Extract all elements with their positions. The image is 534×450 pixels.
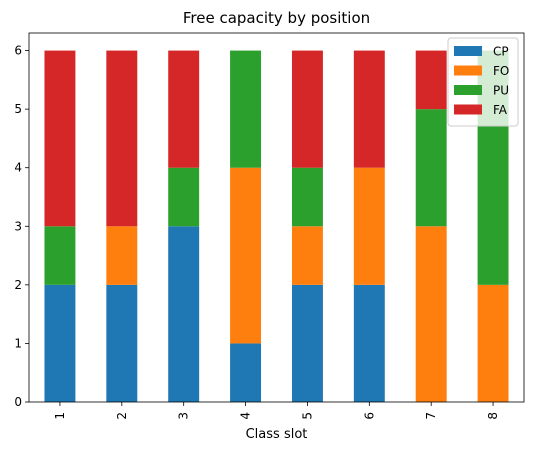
legend: CP FO PU FA: [447, 37, 519, 127]
legend-swatch-pu: [454, 85, 482, 95]
legend-swatch-fo: [454, 65, 482, 76]
bar-cp-slot-5: [291, 284, 323, 402]
y-tick-label: 3: [14, 219, 22, 233]
x-tick-label: 4: [239, 412, 253, 420]
x-tick-label: 1: [53, 412, 67, 420]
bar-cp-slot-4: [230, 343, 262, 402]
legend-label-cp: CP: [493, 45, 509, 59]
x-axis-label: Class slot: [246, 427, 308, 442]
y-tick-label: 0: [14, 395, 22, 409]
legend-label-fa: FA: [493, 103, 508, 117]
bar-cp-slot-2: [106, 284, 138, 402]
bar-fo-slot-6: [353, 167, 385, 285]
bar-pu-slot-3: [168, 167, 200, 227]
x-tick-label: 7: [424, 412, 438, 420]
bar-fa-slot-5: [291, 50, 323, 168]
bar-fo-slot-4: [230, 167, 262, 344]
bars-group: [44, 50, 509, 402]
x-tick-label: 8: [486, 412, 500, 420]
bar-pu-slot-4: [230, 50, 262, 168]
y-tick-label: 1: [14, 336, 22, 350]
bar-fo-slot-7: [415, 226, 447, 402]
legend-label-fo: FO: [493, 64, 509, 78]
bar-fa-slot-2: [106, 50, 138, 227]
legend-swatch-cp: [454, 46, 482, 56]
y-tick-label: 6: [14, 44, 22, 58]
x-tick-label: 5: [300, 412, 314, 420]
bar-cp-slot-1: [44, 284, 76, 402]
bar-fo-slot-2: [106, 226, 138, 285]
bar-fa-slot-3: [168, 50, 200, 168]
bar-fa-slot-7: [415, 50, 447, 110]
legend-box: [447, 37, 519, 127]
x-axis: 1 2 3 4 5 6 7 8: [53, 402, 500, 420]
bar-fa-slot-1: [44, 50, 76, 227]
bar-pu-slot-1: [44, 226, 76, 285]
bar-pu-slot-7: [415, 109, 447, 227]
bar-cp-slot-3: [168, 226, 200, 402]
bar-fa-slot-6: [353, 50, 385, 168]
bar-pu-slot-5: [291, 167, 323, 227]
x-tick-label: 2: [115, 412, 129, 420]
legend-swatch-fa: [454, 104, 482, 115]
y-tick-label: 5: [14, 102, 22, 116]
bar-fo-slot-5: [291, 226, 323, 285]
bar-cp-slot-6: [353, 284, 385, 402]
x-tick-label: 3: [177, 412, 191, 420]
y-axis: 0 1 2 3 4 5 6: [14, 44, 29, 409]
plot-frame: [28, 32, 525, 403]
y-tick-label: 4: [14, 161, 22, 175]
bar-fo-slot-8: [477, 284, 509, 402]
legend-label-pu: PU: [493, 84, 509, 98]
y-tick-label: 2: [14, 278, 22, 292]
x-tick-label: 6: [362, 412, 376, 420]
chart-title: Free capacity by position: [183, 9, 370, 27]
